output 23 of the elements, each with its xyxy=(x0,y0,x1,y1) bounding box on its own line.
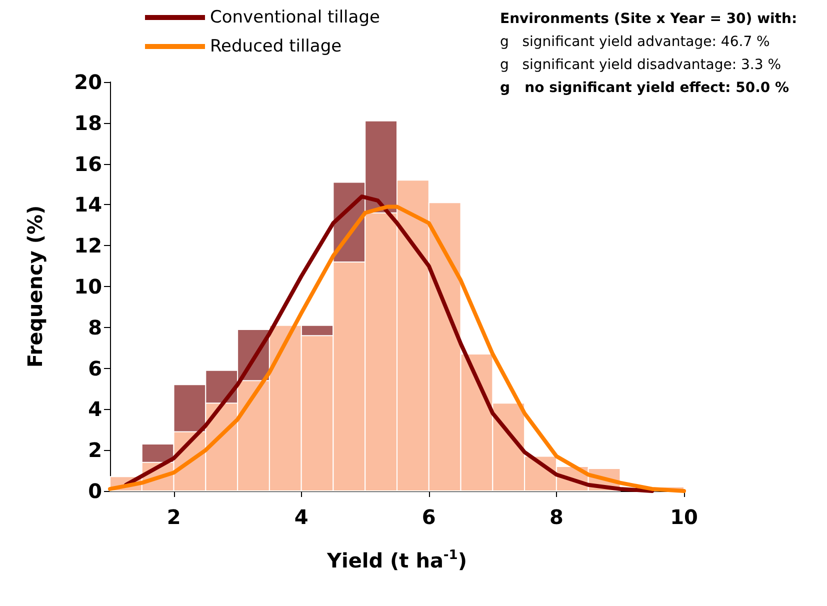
y-tick-label: 6 xyxy=(88,356,102,380)
y-tick-label: 4 xyxy=(88,397,102,422)
x-tick-label: 8 xyxy=(549,505,564,529)
legend-label: Reduced tillage xyxy=(210,36,342,56)
y-tick-label: 14 xyxy=(74,192,102,217)
y-tick-label: 18 xyxy=(74,110,102,135)
x-tick-label: 2 xyxy=(166,505,181,529)
y-tick-label: 10 xyxy=(74,274,102,298)
y-tick-label: 0 xyxy=(88,479,102,503)
y-tick-label: 12 xyxy=(74,234,102,258)
y-tick-label: 2 xyxy=(88,438,102,462)
y-axis-title: Frequency (%) xyxy=(23,205,47,368)
y-tick-label: 20 xyxy=(74,70,102,94)
y-tick-label: 16 xyxy=(74,152,102,176)
text: g significant yield disadvantage: 3.3 % xyxy=(500,57,782,73)
text: g significant yield advantage: 46.7 % xyxy=(500,34,770,50)
x-tick-label: 6 xyxy=(422,505,436,529)
y-tick-label: 8 xyxy=(88,315,102,340)
x-tick-label: 10 xyxy=(670,505,698,529)
x-tick-label: 4 xyxy=(294,505,308,529)
annotation: g no significant yield effect: 50.0 % xyxy=(500,80,790,96)
text: Environments (Site x Year = 30) with: xyxy=(500,11,798,27)
legend-label: Conventional tillage xyxy=(210,8,380,28)
